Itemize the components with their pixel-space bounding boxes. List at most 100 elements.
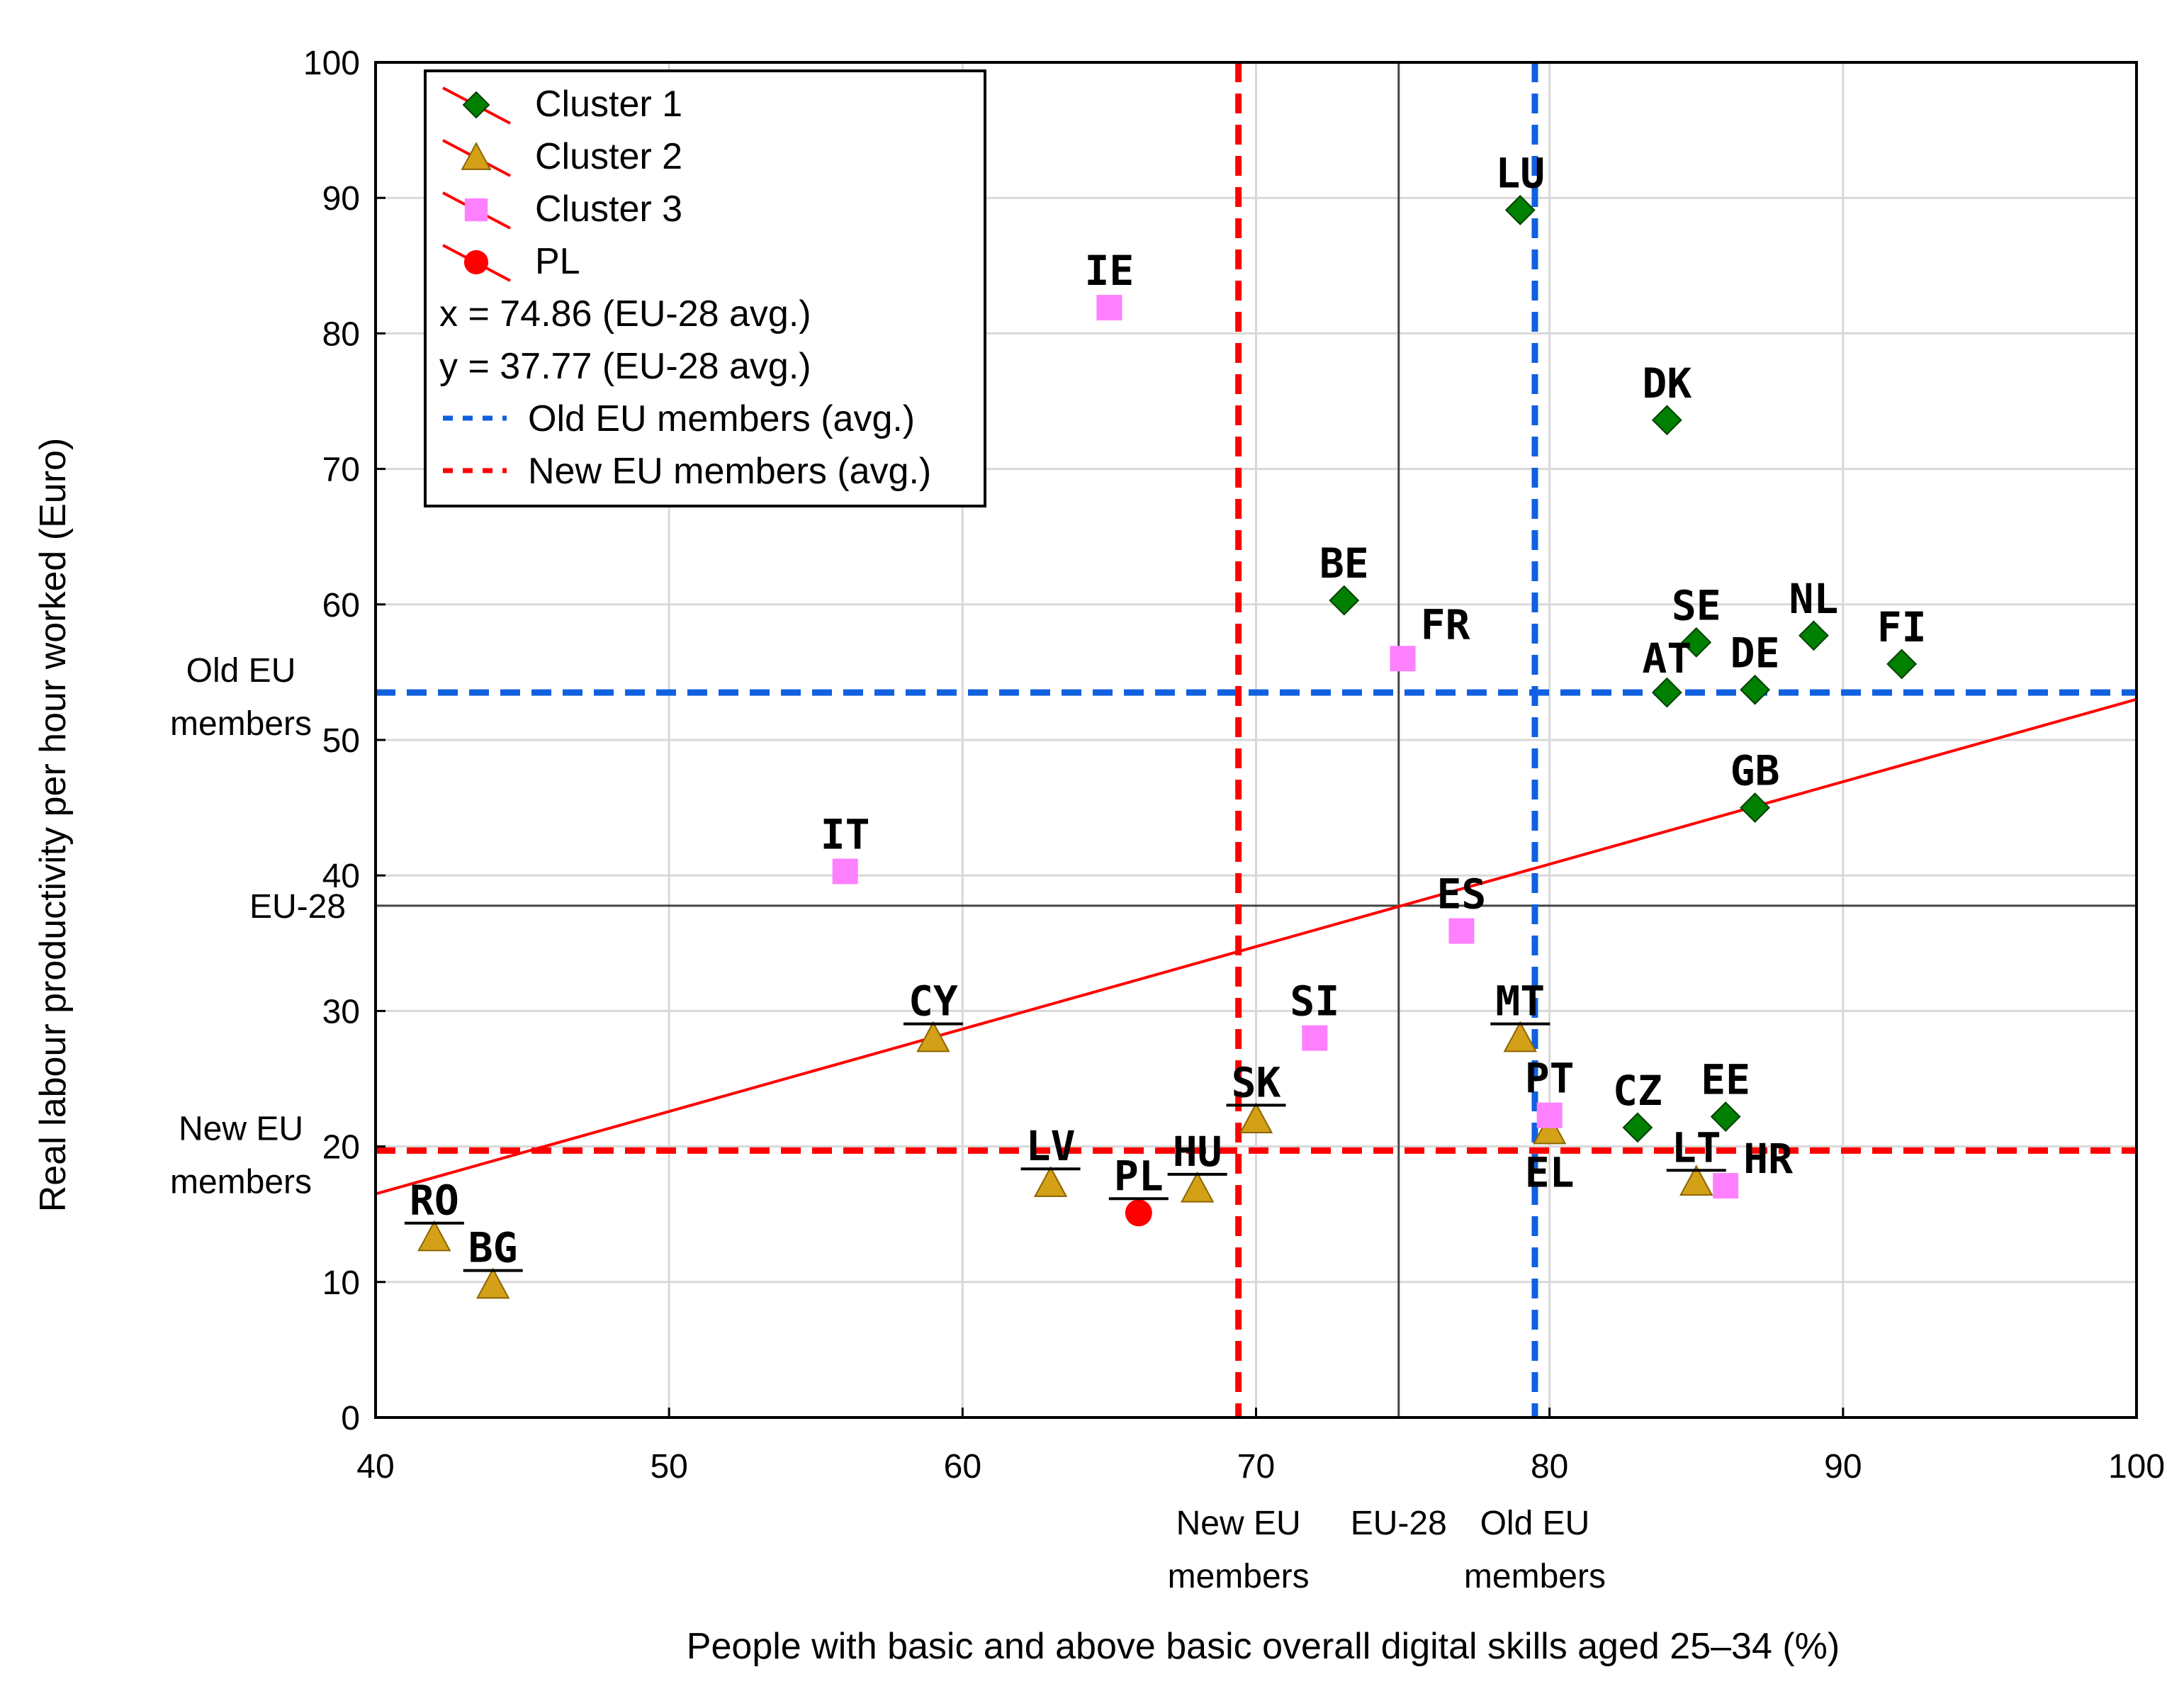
label-cz: CZ (1613, 1067, 1662, 1115)
x-tick-label: 60 (944, 1448, 981, 1486)
y-tick-label: 70 (322, 451, 360, 489)
point-at (1651, 677, 1682, 708)
label-pl: PL (1114, 1152, 1164, 1200)
x-tick-label: 100 (2108, 1448, 2165, 1486)
legend-marker-cluster3 (464, 198, 488, 222)
label-de: DE (1730, 629, 1780, 677)
x-tick-label: 50 (650, 1448, 687, 1486)
data-points (417, 194, 1918, 1299)
label-nl: NL (1789, 575, 1838, 623)
x-tick-label: 40 (356, 1448, 394, 1486)
label-se: SE (1672, 581, 1721, 629)
point-si (1302, 1025, 1328, 1051)
new-eu-y-label-line2: members (170, 1163, 312, 1201)
point-lv (1033, 1166, 1068, 1197)
point-gb (1740, 792, 1770, 824)
legend-label-cluster1: Cluster 1 (535, 84, 682, 125)
point-es (1448, 918, 1475, 944)
label-at: AT (1642, 634, 1692, 683)
label-it: IT (821, 810, 870, 858)
point-lt (1679, 1164, 1713, 1196)
label-dk: DK (1642, 359, 1692, 408)
label-hu: HU (1173, 1128, 1222, 1176)
point-be (1329, 585, 1360, 616)
reference-lines (376, 62, 2137, 1418)
axes: 40 50 60 70 80 90 100 0 10 20 30 40 50 60 70 80 90 100 EU-… (33, 45, 2165, 1667)
label-lt: LT (1672, 1123, 1721, 1172)
label-fi: FI (1877, 603, 1927, 651)
legend-box (424, 69, 986, 507)
x-tick-label: 80 (1531, 1448, 1568, 1486)
legend: Cluster 1 Cluster 2 Cluster 3 PL x = 74.86 (… (424, 69, 986, 507)
label-fr: FR (1421, 600, 1470, 649)
legend-label-eu_x: x = 74.86 (EU-28 avg.) (439, 293, 811, 335)
point-nl (1799, 620, 1829, 651)
point-sk (1239, 1102, 1273, 1134)
label-cy: CY (908, 977, 958, 1026)
label-be: BE (1319, 539, 1369, 588)
legend-label-cluster3: Cluster 3 (535, 189, 682, 230)
y-tick-label: 100 (303, 45, 360, 82)
point-cy (916, 1021, 950, 1052)
label-ro: RO (410, 1177, 459, 1225)
y-tick-label: 80 (322, 315, 360, 353)
label-ie: IE (1084, 247, 1134, 295)
old-eu-x-label-line1: Old EU (1480, 1505, 1590, 1542)
point-bg (475, 1267, 510, 1299)
point-dk (1651, 405, 1682, 436)
label-hr: HR (1743, 1135, 1793, 1183)
point-se (1681, 627, 1712, 658)
point-pt (1536, 1102, 1563, 1128)
y-tick-label: 40 (322, 858, 360, 895)
point-ro (417, 1220, 451, 1252)
label-es: ES (1436, 870, 1486, 919)
old-eu-y-label-line1: Old EU (186, 652, 296, 690)
new-eu-x-label-line1: New EU (1176, 1505, 1301, 1542)
point-pl (1125, 1199, 1152, 1227)
label-lu: LU (1495, 149, 1545, 197)
y-tick-label: 30 (322, 993, 360, 1031)
legend-label-new_eu: New EU members (avg.) (528, 451, 931, 492)
point-hu (1180, 1171, 1215, 1203)
label-el: EL (1525, 1149, 1575, 1197)
legend-label-old_eu: Old EU members (avg.) (528, 398, 915, 439)
legend-marker-cluster2 (461, 142, 492, 170)
legend-marker-cluster1 (462, 91, 490, 119)
point-fr (1390, 646, 1416, 672)
label-lv: LV (1026, 1122, 1076, 1170)
point-fi (1886, 649, 1918, 680)
trend-line (375, 697, 2137, 1196)
y-tick-label: 50 (322, 722, 360, 760)
legend-label-pl: PL (535, 241, 580, 282)
x-axis-title: People with basic and above basic overal… (687, 1626, 1840, 1667)
eu28-x-label: EU-28 (1351, 1505, 1447, 1542)
y-tick-label: 10 (322, 1264, 360, 1302)
label-mt: MT (1495, 977, 1545, 1026)
plot-frame (374, 61, 2138, 1419)
point-ie (1096, 295, 1122, 321)
new-eu-x-label-line2: members (1168, 1558, 1310, 1595)
trend-line-layer (375, 697, 2137, 1196)
point-lu (1504, 194, 1536, 225)
y-tick-label: 90 (322, 180, 360, 218)
legend-marker-pl (463, 249, 489, 275)
point-de (1740, 674, 1770, 705)
point-labels: LU DK BE SE NL FI AT DE GB CZ EE CY MT SK LV HU EL LT ROBG… (404, 149, 1927, 1272)
y-tick-label: 20 (322, 1129, 360, 1167)
label-gb: GB (1730, 747, 1780, 795)
point-mt (1503, 1021, 1537, 1052)
eu28-y-label: EU-28 (249, 888, 346, 926)
label-bg: BG (468, 1224, 518, 1272)
point-hr (1713, 1173, 1739, 1199)
y-axis-title: Real labour productivity per hour worked… (33, 438, 74, 1213)
label-ee: EE (1701, 1056, 1750, 1104)
point-it (832, 858, 858, 885)
y-tick-label: 60 (322, 587, 360, 624)
point-ee (1710, 1101, 1741, 1132)
new-eu-y-label-line1: New EU (179, 1110, 303, 1147)
y-tick-label: 0 (341, 1400, 360, 1437)
x-tick-label: 90 (1824, 1448, 1862, 1486)
point-el (1532, 1113, 1567, 1145)
